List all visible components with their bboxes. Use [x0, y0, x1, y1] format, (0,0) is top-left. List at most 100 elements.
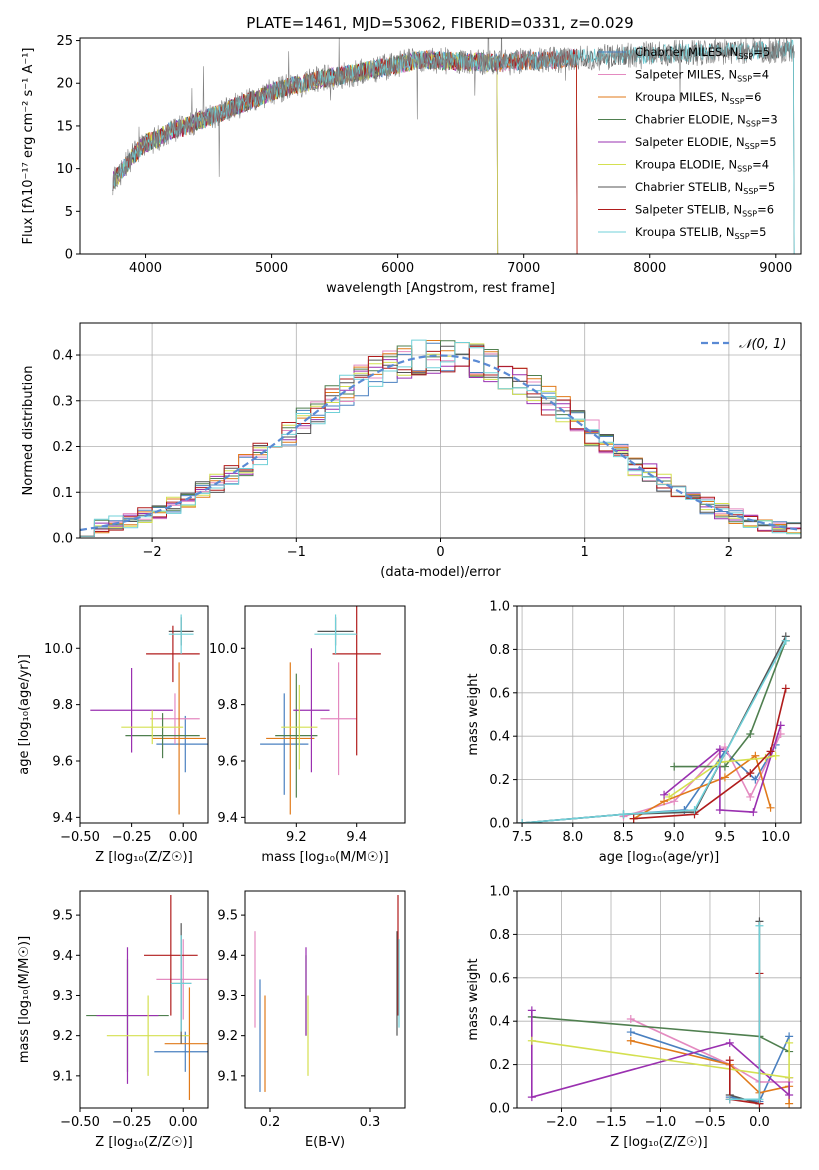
legend-label: Chabrier STELIB, NSSP=5: [635, 180, 775, 196]
y-tick-label: 0.2: [52, 440, 73, 455]
legend-sub: SSP: [735, 232, 750, 241]
weight-marker: [749, 808, 758, 817]
weight-marker: [715, 805, 724, 814]
panel-residuals: −2 −1 0 1 2 0.0 0.1 0.2 0.3 0.4 (data-model)/error…: [21, 322, 802, 580]
y-tick-label: 10: [56, 162, 73, 177]
legend-value: =5: [758, 180, 775, 194]
weight-marker: [725, 1095, 734, 1104]
y-axis-label: age [log₁₀(age/yr)]: [17, 654, 32, 775]
y-tick-label: 9.8: [52, 698, 73, 713]
y-tick-label: 0.4: [52, 349, 73, 364]
weight-marker: [746, 730, 755, 739]
legend-label: Kroupa STELIB, NSSP=5: [635, 225, 766, 241]
y-tick-label: 0.6: [489, 686, 510, 701]
weight-marker: [766, 747, 775, 756]
x-tick-label: 9.0: [664, 830, 685, 845]
panel-spectrum: 4000 5000 6000 7000 8000 9000 0 5 10 15 20 25 wavele…: [21, 34, 802, 296]
x-tick-label: 1: [581, 545, 589, 560]
legend-value: =4: [752, 158, 769, 172]
weight-marker: [766, 803, 775, 812]
y-axis-label: Flux [fλ10⁻¹⁷ erg cm⁻² s⁻¹ A⁻¹]: [21, 48, 36, 245]
x-axis-label: E(B-V): [305, 1135, 345, 1150]
y-tick-label: 9.4: [52, 949, 73, 964]
legend-value: =4: [752, 68, 769, 82]
x-tick-label: 0.00: [169, 1115, 198, 1130]
x-tick-label: −1.0: [645, 1115, 677, 1130]
axes-frame: [244, 605, 406, 824]
legend-sub: SSP: [737, 165, 752, 174]
y-axis-label: Normed distribution: [21, 366, 36, 496]
legend-label: 𝒩(0, 1): [739, 337, 786, 352]
y-tick-label: 0.0: [489, 1102, 510, 1117]
panel-age-vs-mass: 9.2 9.4 9.4 9.6 9.8 10.0 mass [log₁₀(M/M☉)]: [209, 605, 406, 865]
x-tick-label: −0.50: [60, 1115, 100, 1130]
weight-marker: [619, 810, 628, 819]
legend-sub: SSP: [745, 142, 760, 151]
x-tick-label: 0.00: [169, 830, 198, 845]
gaussian-curve: [80, 354, 801, 532]
errorbars: [254, 895, 400, 1092]
y-tick-label: 9.1: [217, 1069, 238, 1084]
panel-weight-vs-Z: −2.0 −1.5 −1.0 −0.5 0.0 0.0 0.2 0.4 0.6 0.8 1.0 Z […: [466, 885, 802, 1150]
weight-lines: [527, 917, 794, 1108]
weight-marker: [771, 751, 780, 760]
y-tick-label: 0.1: [52, 486, 73, 501]
weight-marker: [527, 1006, 536, 1015]
data-line: [112, 38, 795, 196]
weight-marker: [660, 790, 669, 799]
weight-marker: [527, 1036, 536, 1045]
weight-marker: [670, 762, 679, 771]
x-tick-label: −1.5: [595, 1115, 627, 1130]
x-tick-label: −0.50: [60, 830, 100, 845]
axes-frame: [244, 890, 406, 1109]
y-tick-label: 9.4: [217, 811, 238, 826]
x-tick-label: 0.3: [360, 1115, 381, 1130]
weight-series: [522, 636, 787, 823]
y-tick-label: 9.4: [217, 949, 238, 964]
weight-marker: [715, 745, 724, 754]
legend-value: =5: [760, 135, 777, 149]
x-tick-label: 6000: [381, 261, 414, 276]
weight-marker: [626, 1028, 635, 1037]
x-tick-label: −0.5: [694, 1115, 726, 1130]
x-tick-label: 10.0: [761, 830, 790, 845]
y-tick-label: 10.0: [209, 642, 238, 657]
axes-frame: [79, 322, 802, 539]
x-tick-label: 9000: [759, 261, 792, 276]
x-tick-label: 0.0: [749, 1115, 770, 1130]
weight-marker: [785, 1038, 794, 1047]
panel-weight-vs-age: 7.5 8.0 8.5 9.0 9.5 10.0 0.0 0.2 0.4 0.6 0.8 1.0 age…: [466, 600, 802, 865]
errorbars: [90, 614, 208, 815]
legend-sub: SSP: [746, 120, 761, 129]
spectrum-lines: [112, 38, 795, 254]
weight-marker: [720, 762, 729, 771]
weight-marker: [781, 636, 790, 645]
errorbars: [86, 895, 208, 1100]
y-tick-label: 5: [65, 205, 73, 220]
legend-label: Salpeter MILES, NSSP=4: [635, 68, 769, 84]
x-tick-label: −2: [143, 545, 162, 560]
y-tick-label: 9.5: [217, 909, 238, 924]
axes-frame: [79, 890, 209, 1109]
x-tick-label: 7000: [507, 261, 540, 276]
x-tick-label: 8000: [633, 261, 666, 276]
x-tick-label: 5000: [255, 261, 288, 276]
y-tick-label: 9.3: [52, 989, 73, 1004]
x-tick-label: 9.4: [346, 830, 367, 845]
weight-series: [674, 640, 787, 768]
y-tick-label: 9.3: [217, 989, 238, 1004]
legend-value: =5: [753, 45, 770, 59]
y-tick-label: 0.2: [489, 1058, 510, 1073]
panel-mass-vs-ebv: 0.2 0.3 9.1 9.2 9.3 9.4 9.5 E(B-V): [217, 890, 406, 1150]
y-tick-label: 9.2: [52, 1029, 73, 1044]
x-tick-label: −1: [287, 545, 306, 560]
legend-value: =6: [757, 203, 774, 217]
legend-sub: SSP: [738, 52, 753, 61]
weight-marker: [725, 1056, 734, 1065]
x-tick-label: 9.2: [286, 830, 307, 845]
weight-marker: [746, 769, 755, 778]
weight-marker: [670, 797, 679, 806]
y-tick-label: 0: [65, 248, 73, 263]
legend-value: =6: [745, 90, 762, 104]
x-tick-label: −0.25: [112, 830, 152, 845]
